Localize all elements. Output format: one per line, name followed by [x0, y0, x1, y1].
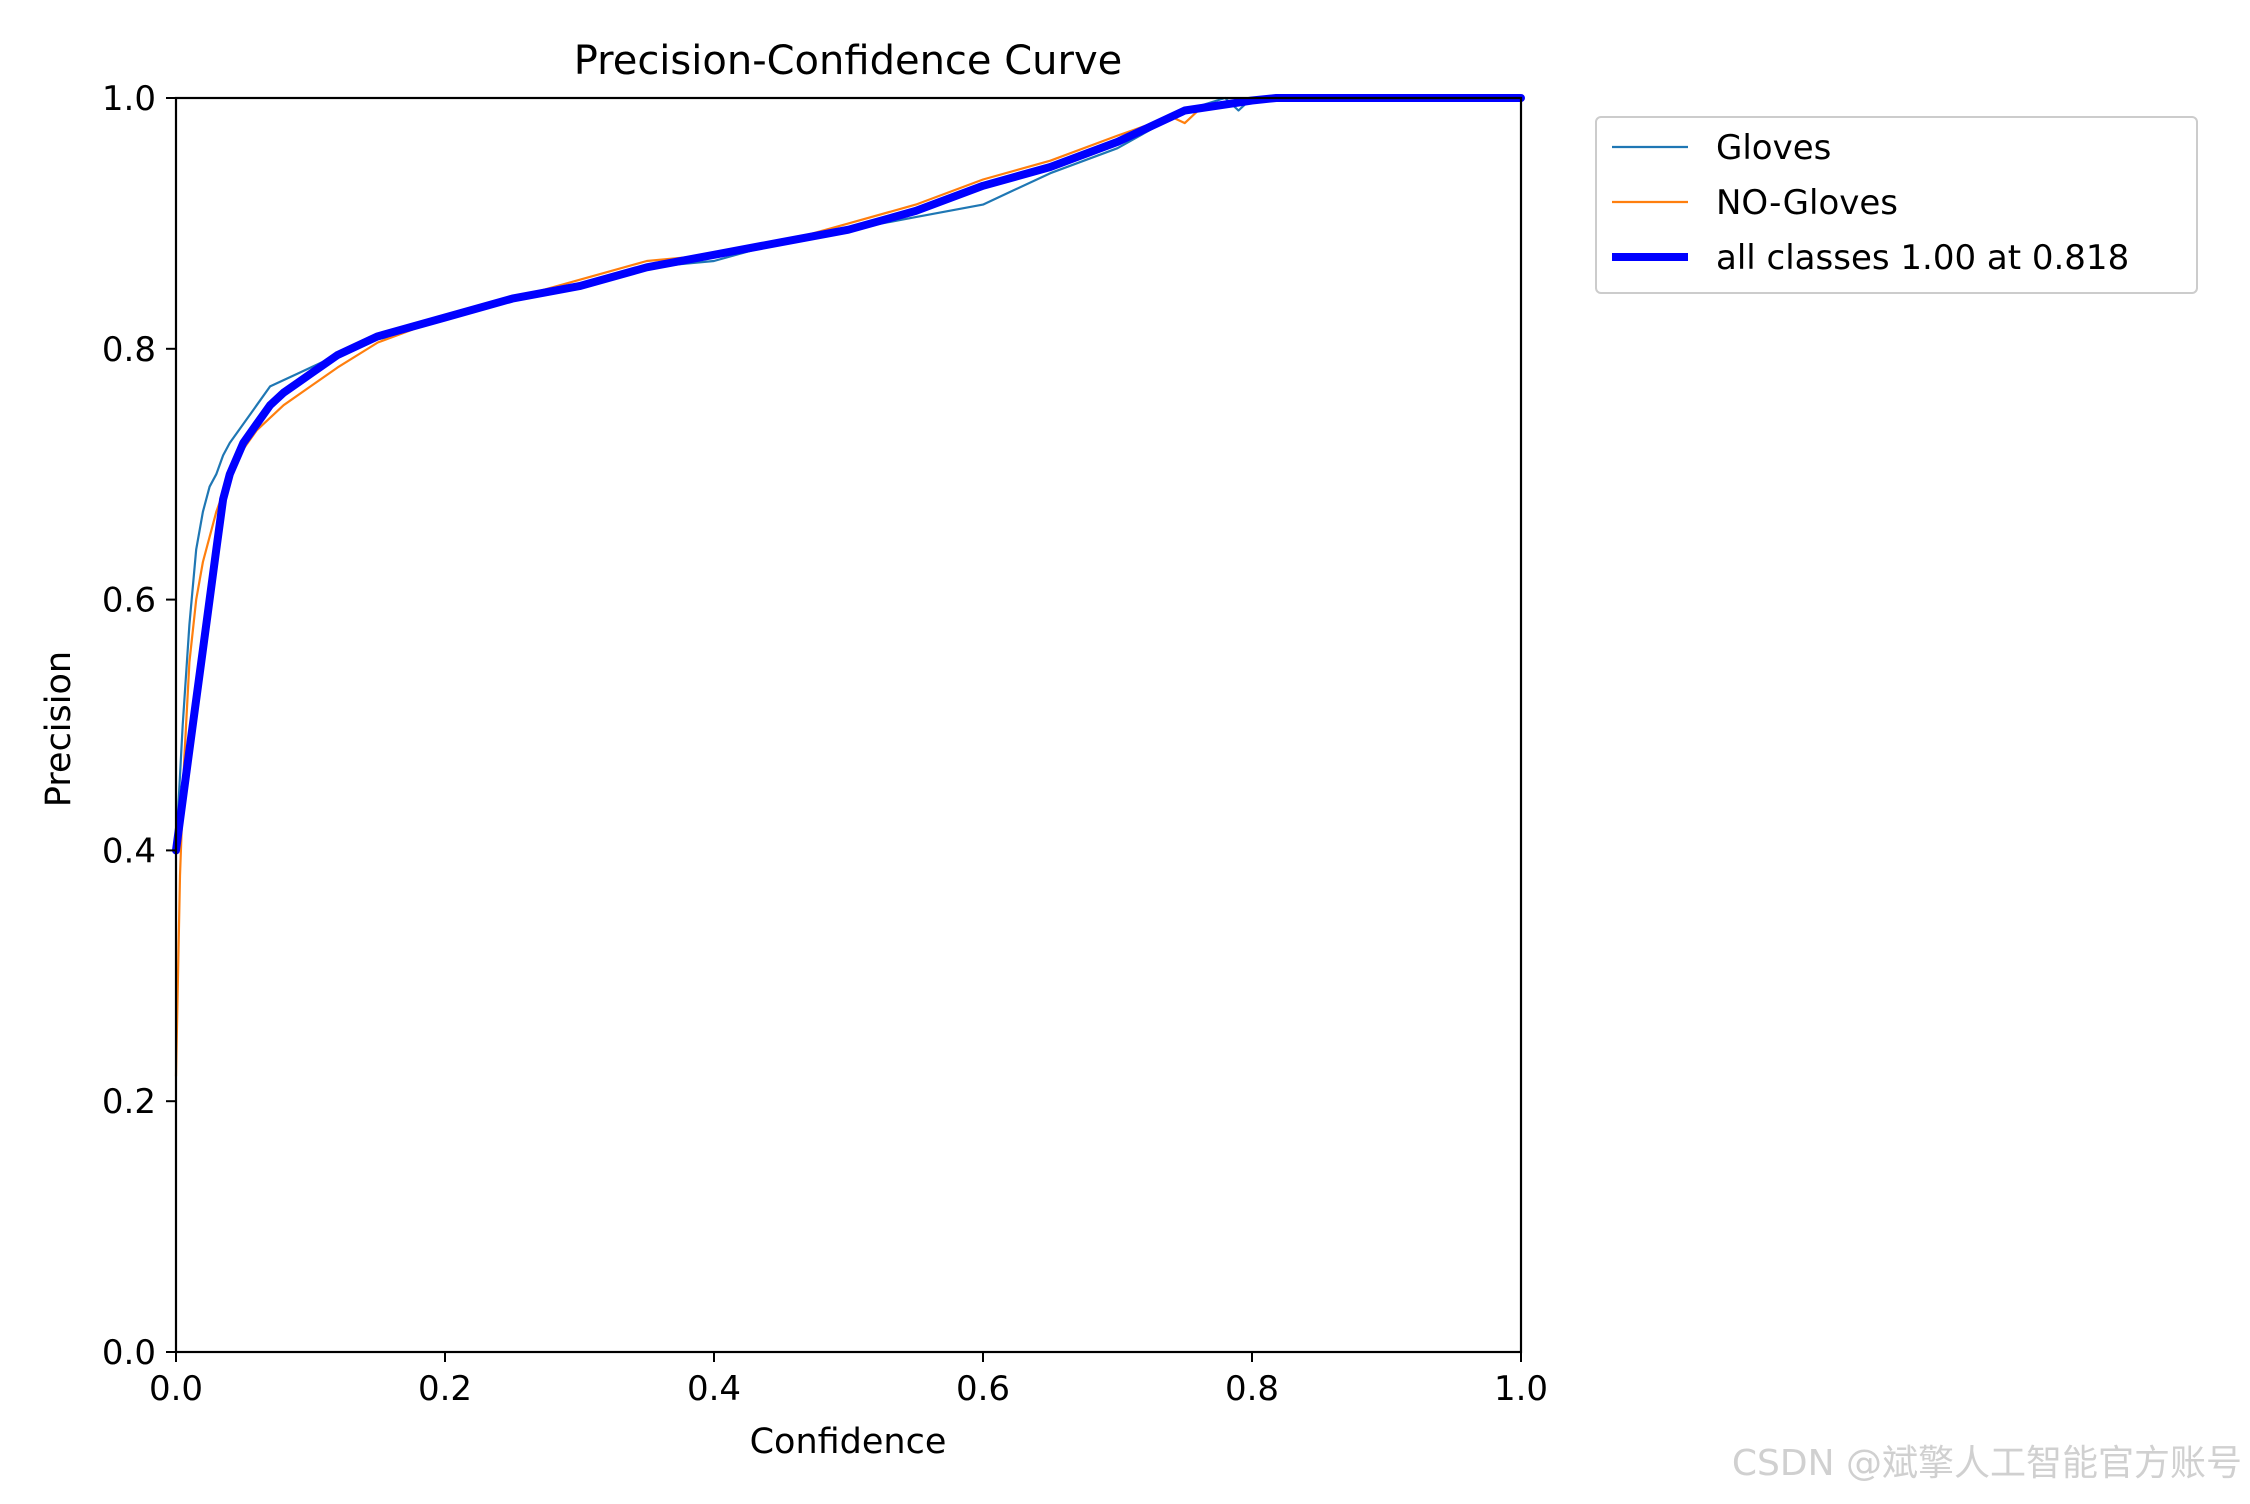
y-axis-ticks: 0.0 0.2 0.4 0.6 0.8 1.0: [102, 79, 176, 1373]
x-tick-label: 0.8: [1225, 1369, 1279, 1409]
y-tick-label: 0.8: [102, 330, 156, 370]
x-tick-label: 1.0: [1494, 1369, 1548, 1409]
x-tick-label: 0.4: [687, 1369, 741, 1409]
legend-box: [1595, 116, 2198, 294]
x-tick-label: 0.6: [956, 1369, 1010, 1409]
y-axis-label: Precision: [39, 651, 79, 807]
chart-title: Precision-Confidence Curve: [574, 38, 1123, 84]
y-tick-label: 1.0: [102, 79, 156, 119]
x-tick-label: 0.0: [149, 1369, 203, 1409]
x-tick-label: 0.2: [418, 1369, 472, 1409]
axes-frame: [174, 96, 1523, 1354]
legend-label-2: NO-Gloves: [1716, 183, 1898, 223]
series-line-3: [172, 94, 1525, 855]
series-line-2: [174, 96, 1523, 1078]
y-tick-label: 0.0: [102, 1333, 156, 1373]
y-tick-label: 0.2: [102, 1082, 156, 1122]
series-line-1: [174, 96, 1523, 852]
y-tick-label: 0.6: [102, 581, 156, 621]
x-axis-label: Confidence: [750, 1422, 947, 1462]
x-axis-ticks: 0.0 0.2 0.4 0.6 0.8 1.0: [149, 1352, 1548, 1409]
legend-label-1: Gloves: [1716, 128, 1831, 168]
legend-label-3: all classes 1.00 at 0.818: [1716, 238, 2129, 278]
legend: Gloves NO-Gloves all classes 1.00 at 0.818: [1595, 116, 2198, 294]
y-tick-label: 0.4: [102, 831, 156, 871]
plot-area: [172, 94, 1525, 1078]
watermark: CSDN @斌擎人工智能官方账号: [1731, 1443, 2242, 1484]
